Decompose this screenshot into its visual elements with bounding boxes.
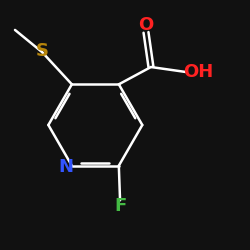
Text: O: O	[138, 16, 154, 34]
Text: S: S	[36, 42, 49, 60]
Text: OH: OH	[183, 63, 213, 81]
Text: F: F	[114, 198, 126, 216]
Text: N: N	[58, 158, 73, 176]
